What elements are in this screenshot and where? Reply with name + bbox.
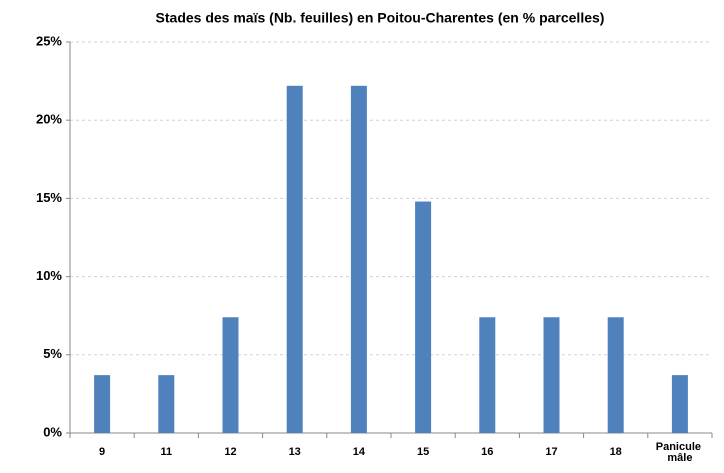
y-tick-label: 15%: [36, 190, 62, 205]
x-tick-label: 18: [610, 446, 622, 458]
x-tick-label: Panicule mâle: [656, 441, 704, 464]
x-tick-label: 13: [289, 446, 301, 458]
x-tick-label: 11: [160, 446, 172, 458]
bar: [671, 375, 688, 433]
bar: [94, 375, 111, 433]
x-tick-label: 9: [99, 446, 105, 458]
x-tick-label: 14: [353, 446, 366, 458]
y-tick-label: 20%: [36, 112, 62, 127]
y-tick-label: 25%: [36, 33, 62, 48]
x-tick-label: 12: [224, 446, 236, 458]
bar: [479, 317, 496, 433]
bar: [607, 317, 624, 433]
y-tick-label: 10%: [36, 268, 62, 283]
bar: [158, 375, 175, 433]
bar: [415, 201, 432, 433]
bar: [350, 85, 367, 434]
x-tick-label: 17: [545, 446, 557, 458]
y-tick-label: 5%: [43, 346, 62, 361]
bar: [543, 317, 560, 433]
bar: [286, 85, 303, 434]
x-tick-label: 16: [481, 446, 493, 458]
chart-title: Stades des maïs (Nb. feuilles) en Poitou…: [156, 10, 605, 26]
x-tick-label: 15: [417, 446, 429, 458]
y-tick-label: 0%: [43, 424, 62, 439]
bar: [222, 317, 239, 433]
